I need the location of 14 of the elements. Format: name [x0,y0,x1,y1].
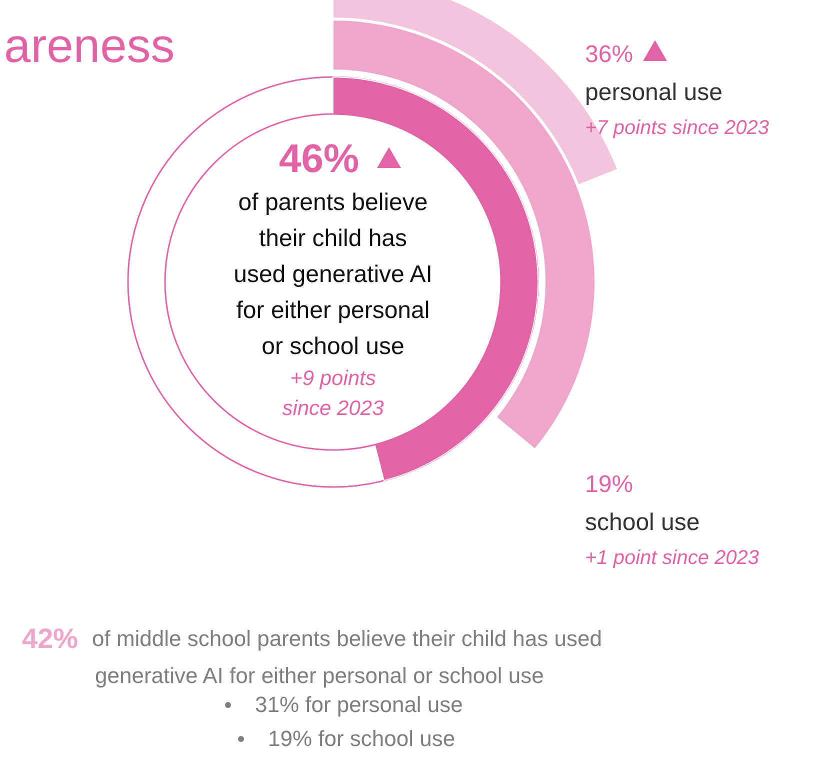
category-label: of parents believe their child has used generative AI for either personal or school use [234,189,432,360]
text: +7 points since 2023 [585,117,770,139]
data-label: 46% [278,137,360,181]
text: 19% for school use [268,726,456,751]
category-label: school use [585,509,700,536]
text: of middle school parents believe their child has used generative AI for either personal or school use [92,626,602,688]
text: +9 points since 2023 [282,367,384,420]
data-label: 36% [585,41,634,68]
text: 31% for personal use [255,692,463,717]
text: +1 point since 2023 [585,547,760,569]
text: 42% [22,623,78,654]
category-label: personal use [585,79,722,106]
data-label: 19% [585,471,634,498]
text: areness [4,20,175,73]
